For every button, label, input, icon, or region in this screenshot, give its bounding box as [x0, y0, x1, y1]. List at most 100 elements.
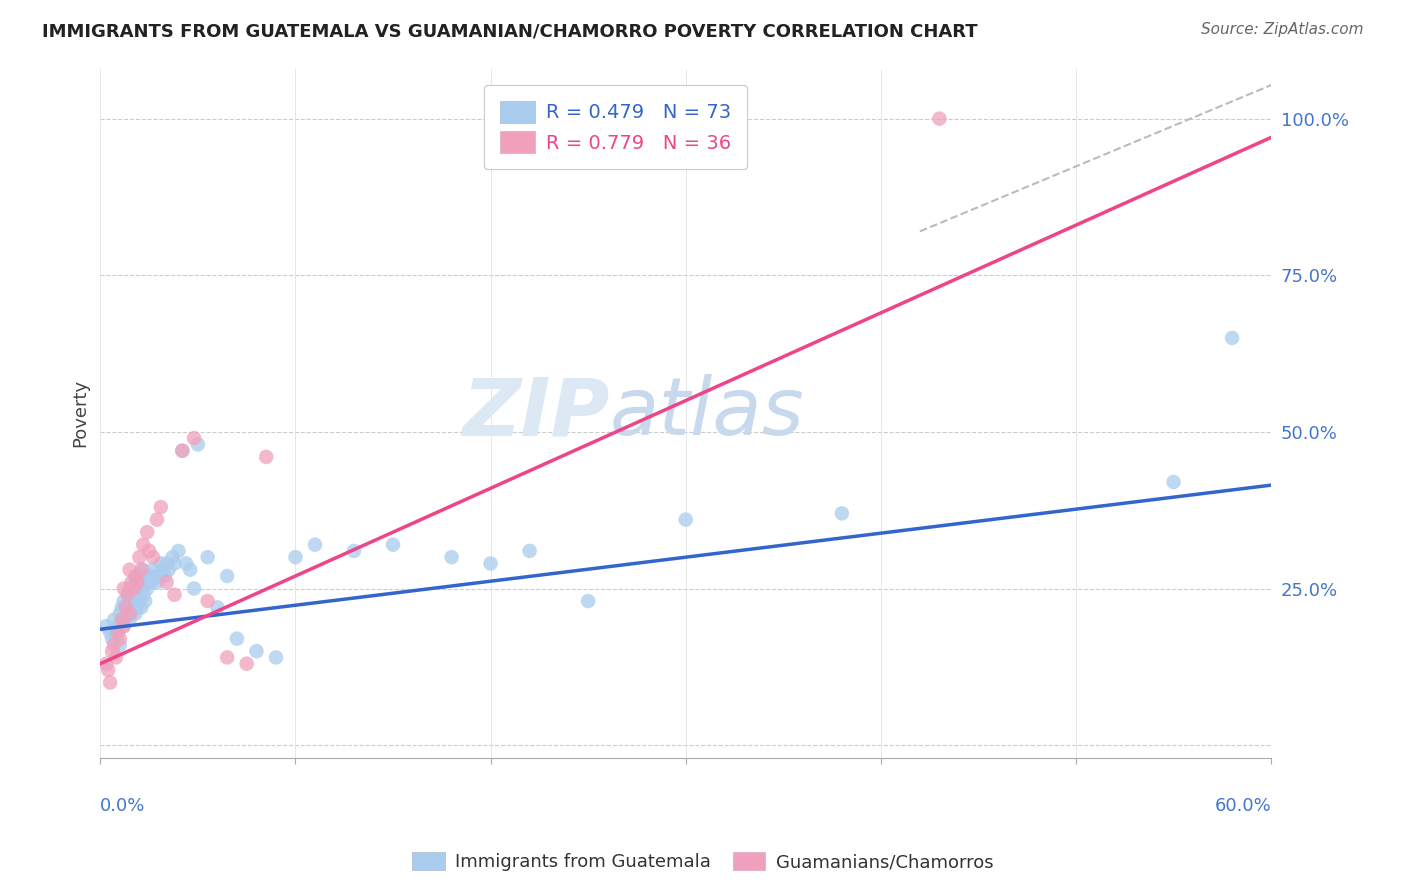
Point	[103, 613, 125, 627]
Point	[136, 582, 159, 596]
Point	[479, 557, 502, 571]
Point	[163, 588, 186, 602]
Point	[831, 506, 853, 520]
Text: atlas: atlas	[610, 374, 804, 452]
Point	[117, 588, 139, 602]
Point	[128, 594, 150, 608]
Point	[440, 550, 463, 565]
Point	[108, 638, 131, 652]
Point	[207, 600, 229, 615]
Point	[118, 563, 141, 577]
Point	[167, 544, 190, 558]
Point	[226, 632, 249, 646]
Point	[118, 613, 141, 627]
Point	[146, 575, 169, 590]
Point	[98, 625, 121, 640]
Point	[108, 632, 131, 646]
Point	[121, 575, 143, 590]
Point	[124, 569, 146, 583]
Point	[118, 582, 141, 596]
Point	[163, 557, 186, 571]
Point	[101, 632, 124, 646]
Point	[128, 550, 150, 565]
Point	[122, 588, 145, 602]
Text: 60.0%: 60.0%	[1215, 797, 1271, 814]
Point	[97, 663, 120, 677]
Point	[127, 600, 149, 615]
Point	[122, 582, 145, 596]
Legend: R = 0.479   N = 73, R = 0.779   N = 36: R = 0.479 N = 73, R = 0.779 N = 36	[484, 85, 747, 169]
Point	[127, 575, 149, 590]
Point	[152, 563, 174, 577]
Point	[114, 613, 136, 627]
Point	[128, 569, 150, 583]
Text: 0.0%: 0.0%	[100, 797, 146, 814]
Point	[108, 607, 131, 621]
Point	[245, 644, 267, 658]
Point	[264, 650, 287, 665]
Point	[1220, 331, 1243, 345]
Point	[124, 575, 146, 590]
Text: ZIP: ZIP	[463, 374, 610, 452]
Point	[138, 544, 160, 558]
Point	[127, 582, 149, 596]
Point	[197, 550, 219, 565]
Point	[675, 513, 697, 527]
Point	[122, 600, 145, 615]
Point	[142, 563, 165, 577]
Point	[174, 557, 197, 571]
Point	[149, 500, 172, 514]
Point	[343, 544, 366, 558]
Point	[112, 582, 135, 596]
Point	[172, 443, 194, 458]
Point	[117, 607, 139, 621]
Point	[153, 569, 176, 583]
Point	[254, 450, 277, 464]
Point	[98, 675, 121, 690]
Point	[187, 437, 209, 451]
Point	[132, 588, 155, 602]
Y-axis label: Poverty: Poverty	[72, 379, 89, 447]
Point	[143, 569, 166, 583]
Point	[172, 443, 194, 458]
Point	[104, 625, 127, 640]
Point	[148, 569, 170, 583]
Point	[112, 619, 135, 633]
Point	[149, 557, 172, 571]
Point	[284, 550, 307, 565]
Point	[136, 525, 159, 540]
Point	[139, 575, 162, 590]
Point	[103, 638, 125, 652]
Point	[131, 600, 153, 615]
Point	[235, 657, 257, 671]
Point	[131, 575, 153, 590]
Point	[162, 550, 184, 565]
Point	[1163, 475, 1185, 489]
Point	[183, 431, 205, 445]
Point	[142, 550, 165, 565]
Point	[114, 600, 136, 615]
Point	[179, 563, 201, 577]
Point	[111, 600, 134, 615]
Point	[217, 569, 239, 583]
Point	[111, 613, 134, 627]
Point	[131, 563, 153, 577]
Point	[156, 575, 179, 590]
Point	[134, 594, 156, 608]
Point	[156, 557, 179, 571]
Point	[124, 607, 146, 621]
Point	[112, 594, 135, 608]
Point	[304, 538, 326, 552]
Point	[382, 538, 405, 552]
Point	[112, 619, 135, 633]
Point	[183, 582, 205, 596]
Point	[104, 650, 127, 665]
Point	[132, 563, 155, 577]
Point	[197, 594, 219, 608]
Point	[118, 607, 141, 621]
Point	[101, 644, 124, 658]
Point	[576, 594, 599, 608]
Point	[928, 112, 950, 126]
Point	[138, 569, 160, 583]
Point	[111, 613, 134, 627]
